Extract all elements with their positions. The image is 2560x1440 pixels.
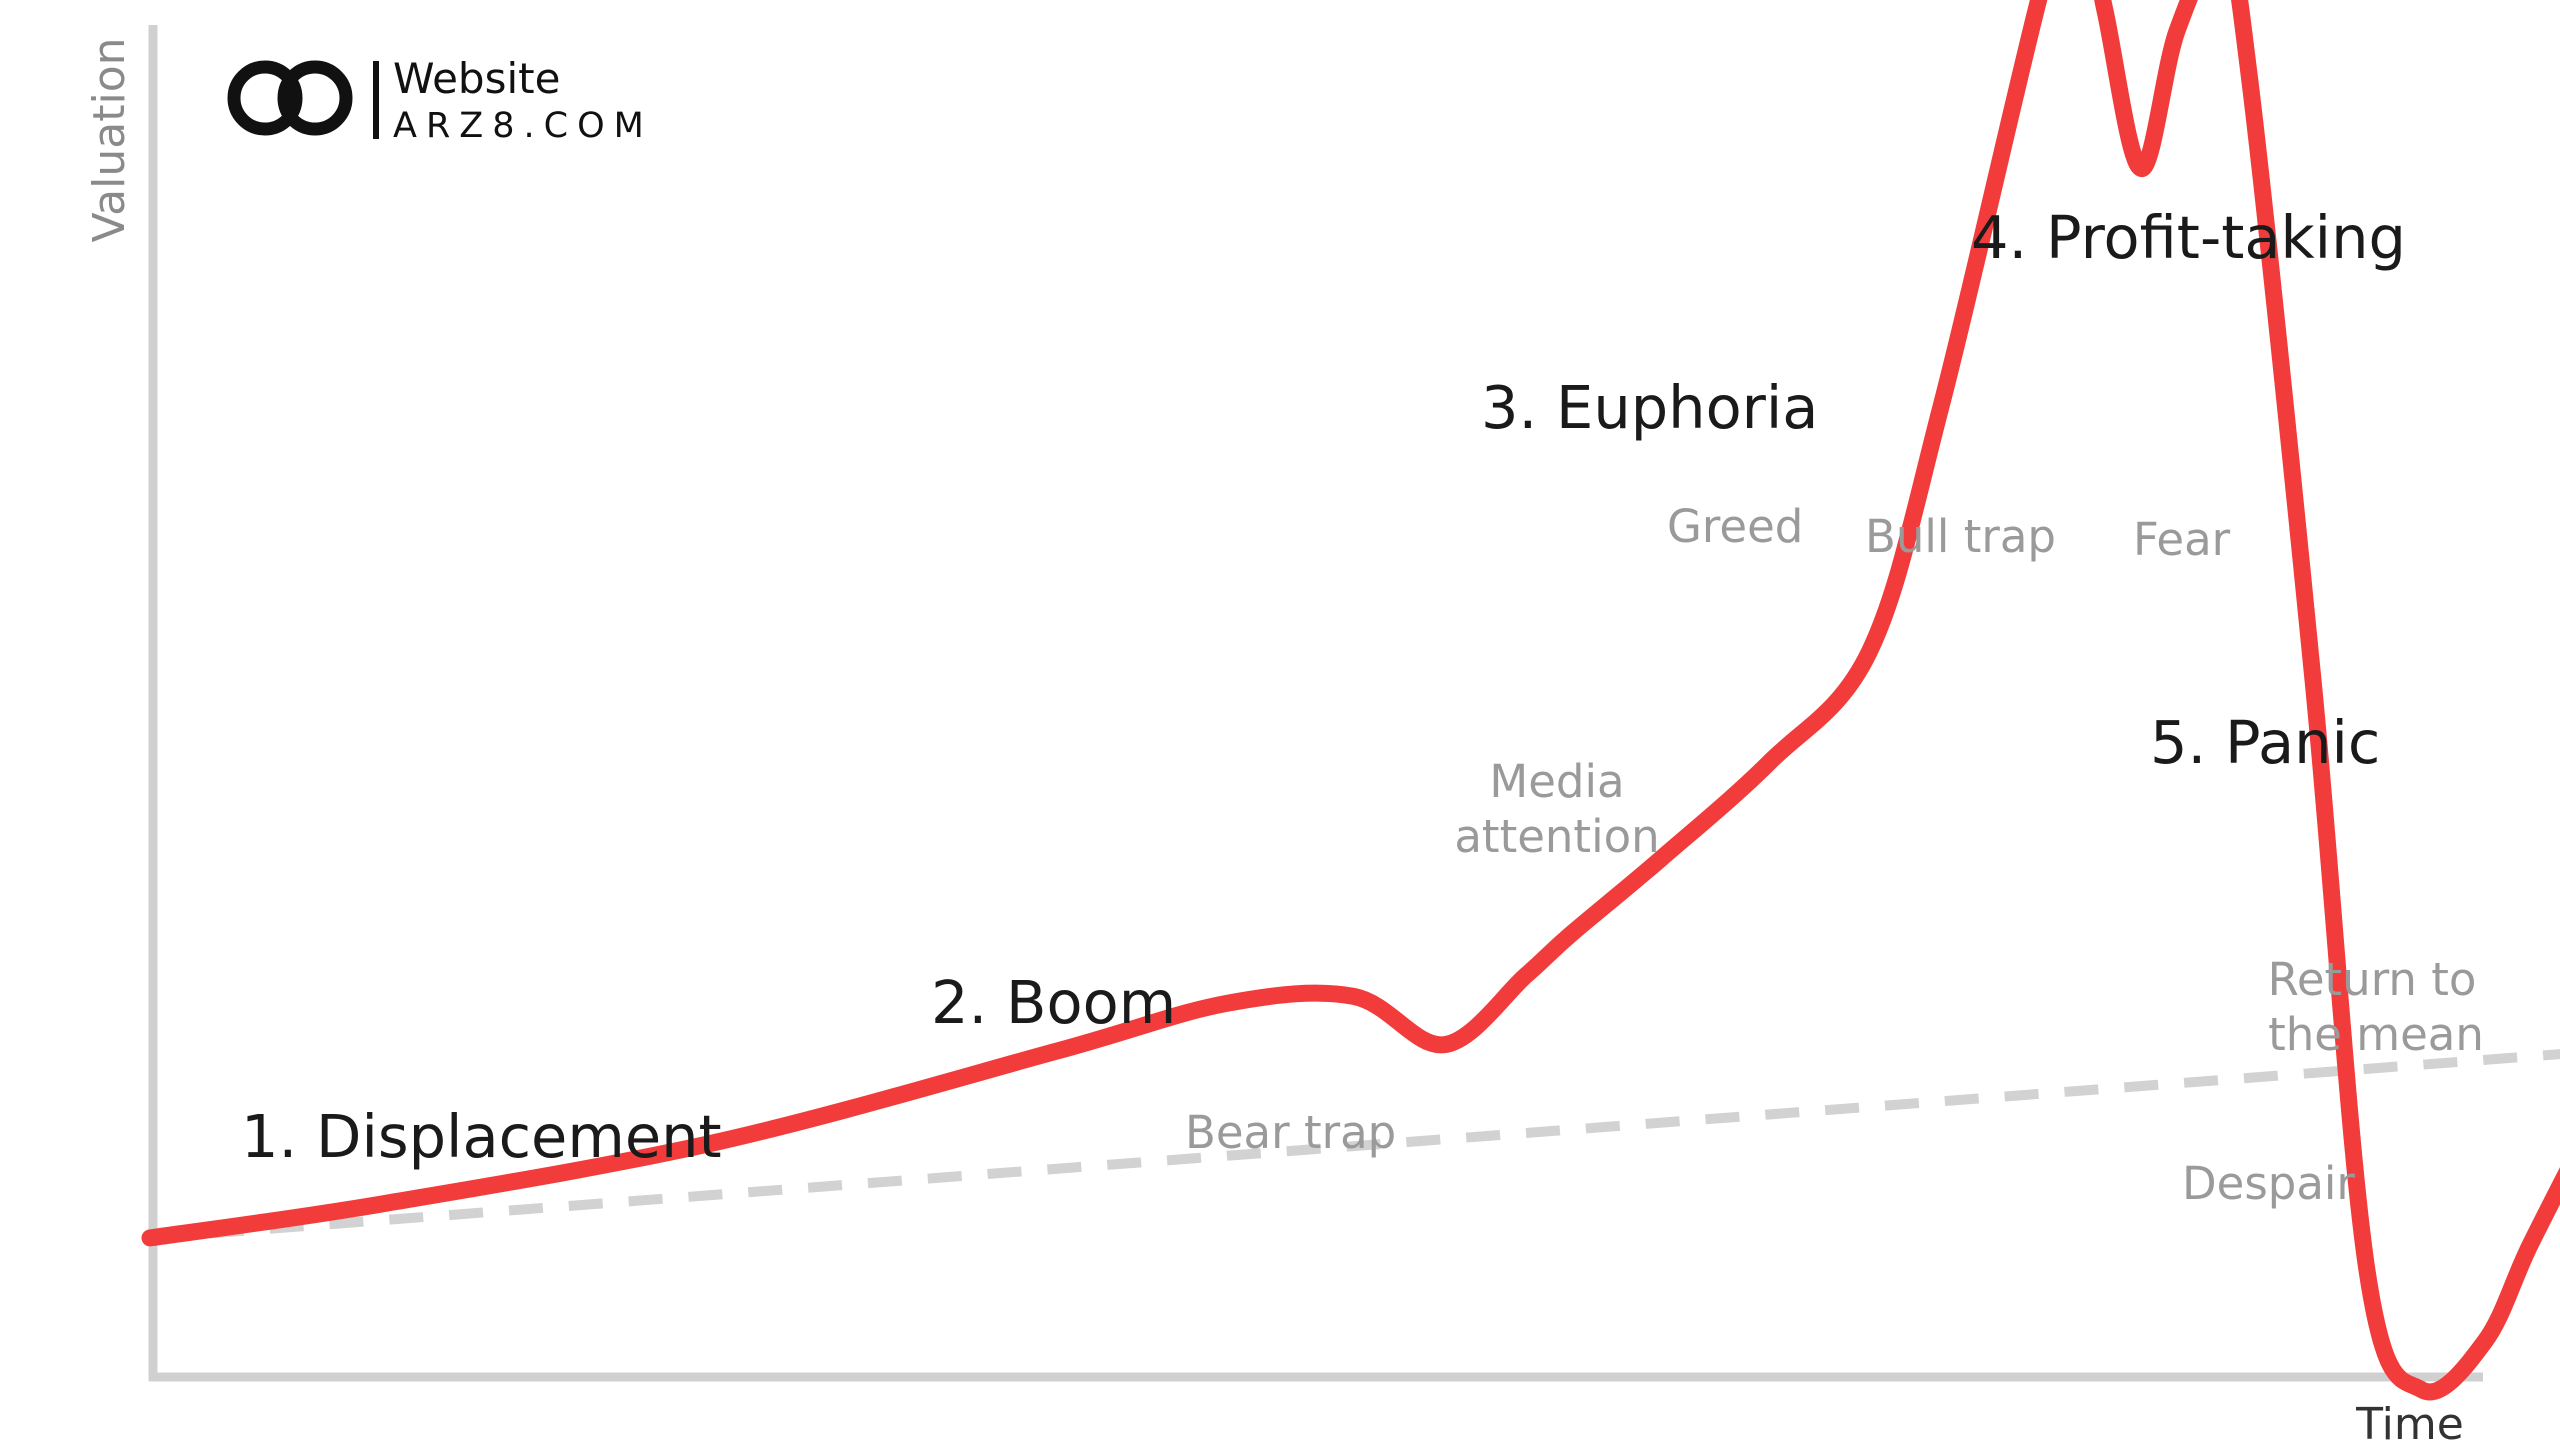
- annotation-labels: Bear trap Media attention Greed Bull tra…: [1185, 500, 2484, 1210]
- phase-labels: 1. Displacement 2. Boom 3. Euphoria 4. P…: [241, 203, 2406, 1171]
- phase-label-profit-taking: 4. Profit-taking: [1971, 203, 2406, 272]
- logo-brand-name: Website: [393, 54, 560, 103]
- x-axis-title: Time: [2355, 1399, 2464, 1440]
- series-layer: [141, 0, 2560, 1401]
- logo-divider: [373, 61, 379, 139]
- trend-line: [149, 1049, 2560, 1243]
- trend-layer: [149, 1049, 2560, 1243]
- annotation-return-line2: the mean: [2268, 1008, 2484, 1061]
- logo-icon: [227, 60, 353, 136]
- annotation-fear: Fear: [2133, 513, 2231, 566]
- phase-label-displacement: 1. Displacement: [241, 1102, 722, 1171]
- phase-label-panic: 5. Panic: [2150, 708, 2380, 777]
- annotation-media: Media: [1489, 755, 1624, 808]
- logo-domain: ARZ8.COM: [393, 106, 653, 146]
- annotation-despair: Despair: [2182, 1157, 2355, 1210]
- annotation-bear-trap: Bear trap: [1185, 1106, 1396, 1159]
- annotation-greed: Greed: [1667, 500, 1803, 553]
- annotation-return-line1: Return to: [2268, 953, 2477, 1006]
- logo: Website ARZ8.COM: [227, 54, 653, 146]
- annotation-attention: attention: [1454, 810, 1659, 863]
- y-axis-title: Valuation: [84, 37, 135, 242]
- phase-label-euphoria: 3. Euphoria: [1481, 373, 1818, 442]
- series-line: [141, 0, 2560, 1401]
- annotation-bull-trap: Bull trap: [1865, 510, 2056, 563]
- phase-label-boom: 2. Boom: [931, 968, 1176, 1037]
